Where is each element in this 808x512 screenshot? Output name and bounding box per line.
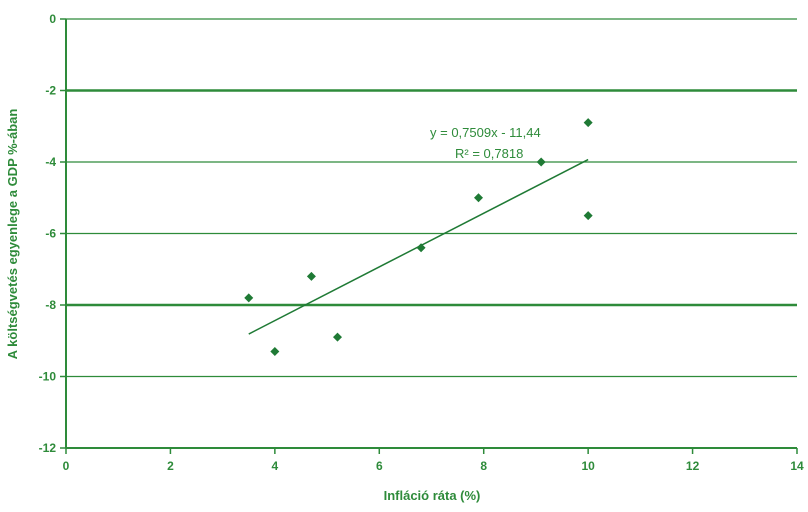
trendline-equation-label: y = 0,7509x - 11,44 <box>430 125 541 140</box>
x-tick-label: 6 <box>376 459 383 473</box>
data-point-marker <box>416 243 426 253</box>
data-point-marker <box>244 293 254 303</box>
x-axis-label: Infláció ráta (%) <box>384 488 481 503</box>
y-axis-label: A költségvetés egyenlege a GDP %-ában <box>5 109 20 360</box>
data-point-marker <box>473 193 483 203</box>
grid-lines <box>66 18 797 378</box>
y-tick-label: -12 <box>39 441 57 455</box>
x-tick-label: 2 <box>167 459 174 473</box>
y-tick-label: -10 <box>39 370 57 384</box>
data-point-marker <box>583 118 593 128</box>
y-tick-label: -8 <box>45 298 56 312</box>
y-tick-label: -6 <box>45 227 56 241</box>
data-point-marker <box>333 332 343 342</box>
y-tick-label: 0 <box>49 12 56 26</box>
x-tick-label: 12 <box>686 459 700 473</box>
data-point-marker <box>306 271 316 281</box>
data-point-marker <box>583 211 593 221</box>
y-tick-label: -2 <box>45 84 56 98</box>
trendline-r2-label: R² = 0,7818 <box>455 146 523 161</box>
data-point-marker <box>270 346 280 356</box>
data-point-marker <box>536 157 546 167</box>
x-tick-label: 4 <box>272 459 279 473</box>
axes <box>60 18 798 454</box>
tick-labels: 0 -2 -4 -6 -8 -10 -12 0 2 4 6 8 10 12 14 <box>39 12 804 473</box>
data-points <box>244 118 593 356</box>
x-tick-label: 0 <box>63 459 70 473</box>
x-tick-label: 8 <box>480 459 487 473</box>
x-tick-label: 14 <box>790 459 804 473</box>
y-tick-label: -4 <box>45 155 56 169</box>
x-tick-label: 10 <box>581 459 595 473</box>
